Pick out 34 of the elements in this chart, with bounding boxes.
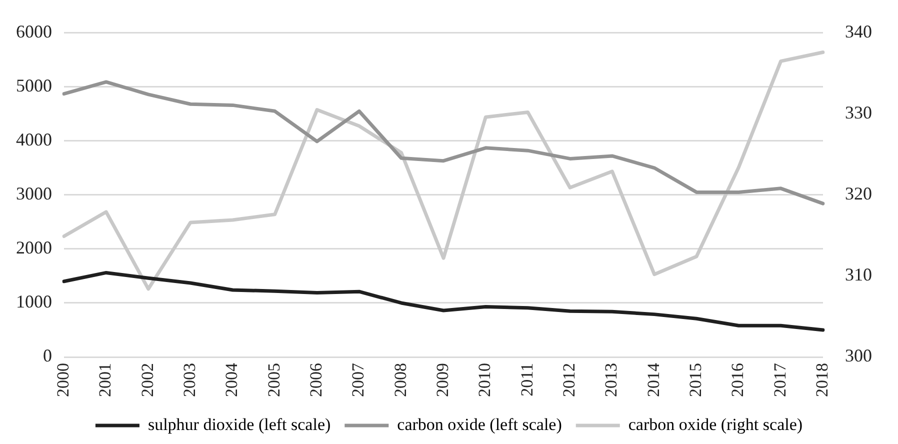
y2-tick-label: 340: [845, 22, 872, 42]
x-tick-label: 2005: [264, 363, 284, 397]
y-tick-label: 3000: [16, 184, 52, 204]
y-tick-label: 6000: [16, 22, 52, 42]
x-tick-label: 2010: [475, 363, 494, 397]
legend-label: sulphur dioxide (left scale): [148, 414, 331, 434]
y2-tick-label: 330: [845, 102, 872, 123]
legend-label: carbon oxide (left scale): [397, 414, 562, 434]
x-tick-label: 2011: [517, 363, 536, 396]
y-tick-label: 4000: [16, 130, 52, 150]
y-tick-label: 0: [43, 346, 52, 366]
y2-tick-label: 310: [845, 264, 872, 285]
y-tick-label: 5000: [16, 76, 52, 96]
x-tick-label: 2002: [138, 363, 157, 397]
x-tick-label: 2012: [559, 363, 578, 397]
x-tick-label: 2000: [53, 363, 72, 397]
x-tick-label: 2018: [812, 363, 832, 397]
y2-tick-label: 320: [845, 184, 872, 204]
x-tick-label: 2007: [348, 362, 368, 397]
y2-tick-label: 300: [845, 346, 872, 366]
x-tick-label: 2008: [390, 363, 410, 397]
x-tick-label: 2001: [96, 363, 115, 397]
x-tick-label: 2003: [180, 363, 199, 397]
y-tick-label: 1000: [16, 292, 52, 312]
y-tick-label: 2000: [16, 238, 52, 258]
x-tick-label: 2015: [686, 363, 705, 397]
legend-label: carbon oxide (right scale): [628, 414, 803, 434]
x-tick-label: 2017: [770, 362, 790, 397]
x-tick-label: 2013: [602, 363, 621, 397]
x-tick-label: 2016: [728, 363, 748, 397]
x-tick-label: 2006: [306, 363, 326, 397]
x-tick-label: 2009: [432, 363, 452, 397]
x-tick-label: 2004: [222, 362, 242, 397]
x-tick-label: 2014: [644, 362, 663, 397]
